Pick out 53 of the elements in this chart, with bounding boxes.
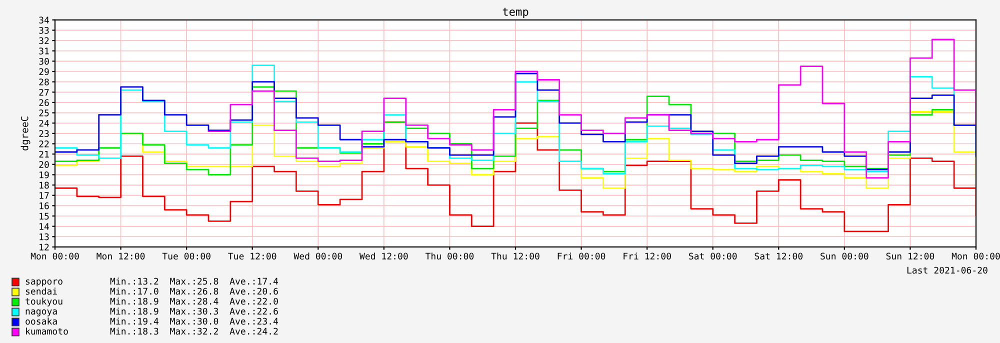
x-tick-label: Tue 12:00 (228, 252, 276, 260)
x-tick-label: Wed 12:00 (359, 252, 408, 260)
y-tick-label: 18 (40, 182, 49, 189)
x-tick-label: Tue 00:00 (162, 252, 210, 260)
chart-title: temp (502, 8, 528, 18)
legend-label: toukyou (26, 298, 62, 306)
text: Min.:18.9 Max.:30.3 Ave.:22.6 (110, 308, 278, 315)
x-tick-label: Wed 00:00 (294, 252, 342, 260)
x-tick-label: Fri 12:00 (624, 252, 671, 260)
y-tick-label: 30 (39, 58, 49, 65)
legend-label: nagoya (26, 309, 57, 316)
text: Min.:18.3 Max.:32.2 Ave.:24.2 (110, 328, 278, 335)
x-tick-label: Fri 00:00 (558, 252, 606, 260)
y-tick-label: 22 (39, 140, 49, 148)
y-tick-label: 33 (39, 26, 49, 34)
y-tick-label: 14 (40, 223, 50, 230)
x-tick-label: Thu 00:00 (425, 252, 474, 260)
y-tick-label: 32 (39, 37, 49, 44)
x-tick-label: Sun 12:00 (886, 252, 934, 260)
x-tick-label: Sat 12:00 (754, 252, 803, 260)
y-tick-label: 15 (40, 212, 49, 220)
y-axis-title: dgreeC (20, 116, 30, 150)
y-tick-label: 26 (39, 99, 49, 106)
text: Min.:13.2 Max.:25.8 Ave.:17.4 (110, 278, 278, 285)
legend-label: sapporo (26, 279, 62, 286)
x-tick-label: Sat 00:00 (689, 252, 737, 260)
y-tick-label: 31 (39, 48, 49, 54)
y-tick-label: 23 (39, 130, 49, 138)
y-tick-label: 28 (39, 78, 49, 86)
y-tick-label: 17 (40, 192, 49, 199)
y-tick-label: 13 (40, 233, 49, 240)
legend-label: kumamoto (26, 328, 68, 335)
y-tick-label: 20 (39, 161, 49, 168)
x-tick-label: Mon 00:00 (952, 252, 1000, 260)
text: Min.:19.4 Max.:30.0 Ave.:23.4 (110, 318, 278, 325)
text: Min.:18.9 Max.:28.4 Ave.:22.0 (110, 298, 278, 305)
y-tick-label: 29 (39, 68, 49, 76)
text: Last 2021-06-20 (907, 266, 988, 274)
x-tick-label: Thu 12:00 (491, 252, 540, 260)
legend-label: oosaka (26, 318, 57, 325)
legend-label: sendai (26, 288, 57, 295)
x-tick-label: Mon 00:00 (30, 252, 79, 260)
text: Min.:17.0 Max.:26.8 Ave.:20.6 (110, 288, 278, 295)
x-tick-label: Sun 00:00 (820, 252, 868, 260)
y-tick-label: 19 (40, 171, 49, 178)
x-tick-label: Mon 12:00 (96, 252, 145, 260)
y-tick-label: 25 (39, 110, 49, 116)
y-tick-label: 27 (39, 88, 49, 96)
y-tick-label: 12 (40, 244, 49, 250)
y-tick-label: 24 (39, 120, 50, 127)
y-tick-label: 16 (40, 202, 49, 210)
y-tick-label: 34 (39, 16, 50, 24)
y-tick-label: 21 (39, 150, 49, 158)
